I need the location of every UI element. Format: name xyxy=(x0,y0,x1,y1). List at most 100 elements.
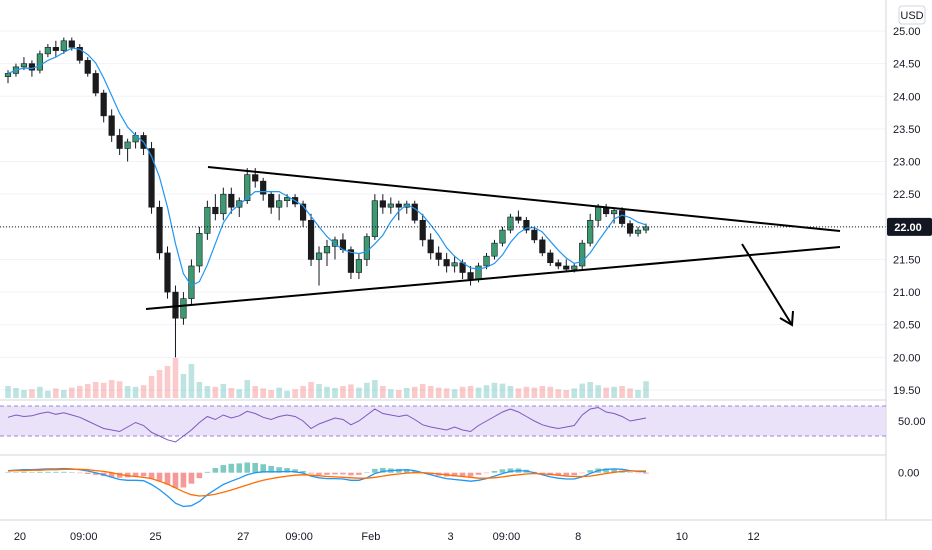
grid xyxy=(0,30,886,391)
candle-down xyxy=(260,180,267,195)
macd-histogram-bar xyxy=(21,471,27,473)
candle-up xyxy=(196,233,203,267)
volume-bar xyxy=(340,386,346,398)
macd-histogram-bar xyxy=(603,468,609,473)
price-tick-label: 19.50 xyxy=(893,385,921,397)
candle-up xyxy=(475,265,482,280)
moving-average-line xyxy=(7,47,647,287)
candle-down xyxy=(539,239,546,254)
candle-down xyxy=(307,219,315,260)
breakdown-arrow-line[interactable] xyxy=(741,243,793,326)
macd-histogram-bar xyxy=(491,471,498,473)
time-tick-label: 25 xyxy=(149,531,161,543)
triangle-upper-trendline[interactable] xyxy=(207,166,841,232)
candle-up xyxy=(220,193,227,215)
candle-up xyxy=(323,246,331,254)
currency-label-box[interactable] xyxy=(898,5,926,25)
volume-bar xyxy=(587,382,593,398)
macd-tick-label: 0.00 xyxy=(898,468,919,480)
candle-down xyxy=(411,203,418,221)
macd-histogram-bar xyxy=(53,471,59,473)
volume-bar xyxy=(403,388,410,398)
macd-histogram-bar xyxy=(164,472,171,485)
volume-bar xyxy=(611,386,617,398)
macd-histogram-bar xyxy=(507,468,514,473)
candle-down xyxy=(515,216,522,221)
macd-histogram-bar xyxy=(451,472,458,477)
volume-bar xyxy=(100,382,107,398)
macd-histogram-bar xyxy=(268,465,274,473)
price-candles[interactable] xyxy=(4,37,650,358)
volume-bar xyxy=(124,386,131,398)
candle-down xyxy=(435,252,442,260)
macd-histogram-bar xyxy=(340,472,346,475)
macd-histogram-bar xyxy=(260,464,266,473)
macd-histogram-bar xyxy=(324,472,330,475)
volume-bar xyxy=(419,384,426,398)
macd-histogram-bar xyxy=(467,472,474,477)
candle-up xyxy=(642,226,650,231)
macd-histogram-bar xyxy=(364,472,370,473)
macd-histogram-bar xyxy=(300,471,306,473)
candle-up xyxy=(315,252,323,260)
volume-bar xyxy=(196,382,203,398)
volume-bar xyxy=(356,387,362,398)
price-tick-label: 21.50 xyxy=(893,254,921,266)
volume-bar xyxy=(164,366,171,398)
volume-bar xyxy=(627,388,633,398)
candle-down xyxy=(563,265,570,270)
volume-bar xyxy=(595,385,601,398)
volume-bar xyxy=(252,386,259,398)
volume-bar xyxy=(380,386,386,398)
macd-histogram-bar xyxy=(459,472,466,477)
price-tick-label: 23.50 xyxy=(893,124,921,136)
macd-histogram-bar xyxy=(140,472,147,477)
candle-up xyxy=(363,236,370,260)
volume-bar xyxy=(244,380,251,398)
candle-up xyxy=(244,174,251,202)
candle-up xyxy=(491,242,498,257)
volume-bar xyxy=(292,389,298,398)
macd-histogram-bar xyxy=(356,472,362,475)
volume-bar xyxy=(172,358,179,398)
volume-bar xyxy=(563,390,570,398)
volume-bar xyxy=(61,390,67,398)
macd-histogram-bar xyxy=(483,472,490,474)
volume-bar xyxy=(53,388,59,398)
candle-down xyxy=(52,47,59,51)
volume-bar xyxy=(324,386,330,398)
volume-bars xyxy=(5,358,649,398)
price-axis[interactable]: 25.00 24.50 24.00 23.50 23.00 22.50 21.50 21.00… xyxy=(893,26,921,397)
volume-bar xyxy=(92,382,99,398)
price-tick-label: 22.50 xyxy=(893,189,921,201)
volume-bar xyxy=(348,384,354,398)
candle-up xyxy=(20,63,28,68)
macd-histogram-bar xyxy=(411,470,418,473)
candle-down xyxy=(443,259,450,267)
volume-bar xyxy=(236,389,243,398)
macd-histogram-bar xyxy=(587,470,593,473)
time-tick-label: 3 xyxy=(448,531,454,543)
candle-down xyxy=(618,210,626,224)
candle-up xyxy=(60,40,67,51)
volume-bar xyxy=(364,382,370,398)
time-axis[interactable]: 20 09:00 25 27 09:00 Feb 3 09:00 8 10 12 xyxy=(14,531,760,543)
candle-up xyxy=(611,210,618,215)
candle-down xyxy=(68,40,75,48)
macd-histogram-bar xyxy=(563,472,570,476)
volume-bar xyxy=(579,383,586,398)
volume-bar xyxy=(21,390,27,398)
candle-up xyxy=(204,206,211,234)
price-tick-label: 20.50 xyxy=(893,320,921,332)
macd-histogram-bar xyxy=(316,472,322,475)
candle-down xyxy=(84,60,91,74)
volume-bar xyxy=(316,384,322,398)
time-tick-label: Feb xyxy=(361,531,380,543)
triangle-lower-trendline[interactable] xyxy=(145,246,841,310)
volume-bar xyxy=(372,380,378,398)
candle-down xyxy=(92,73,99,94)
volume-bar xyxy=(188,364,195,398)
volume-bar xyxy=(37,386,43,398)
volume-bar xyxy=(212,386,219,398)
